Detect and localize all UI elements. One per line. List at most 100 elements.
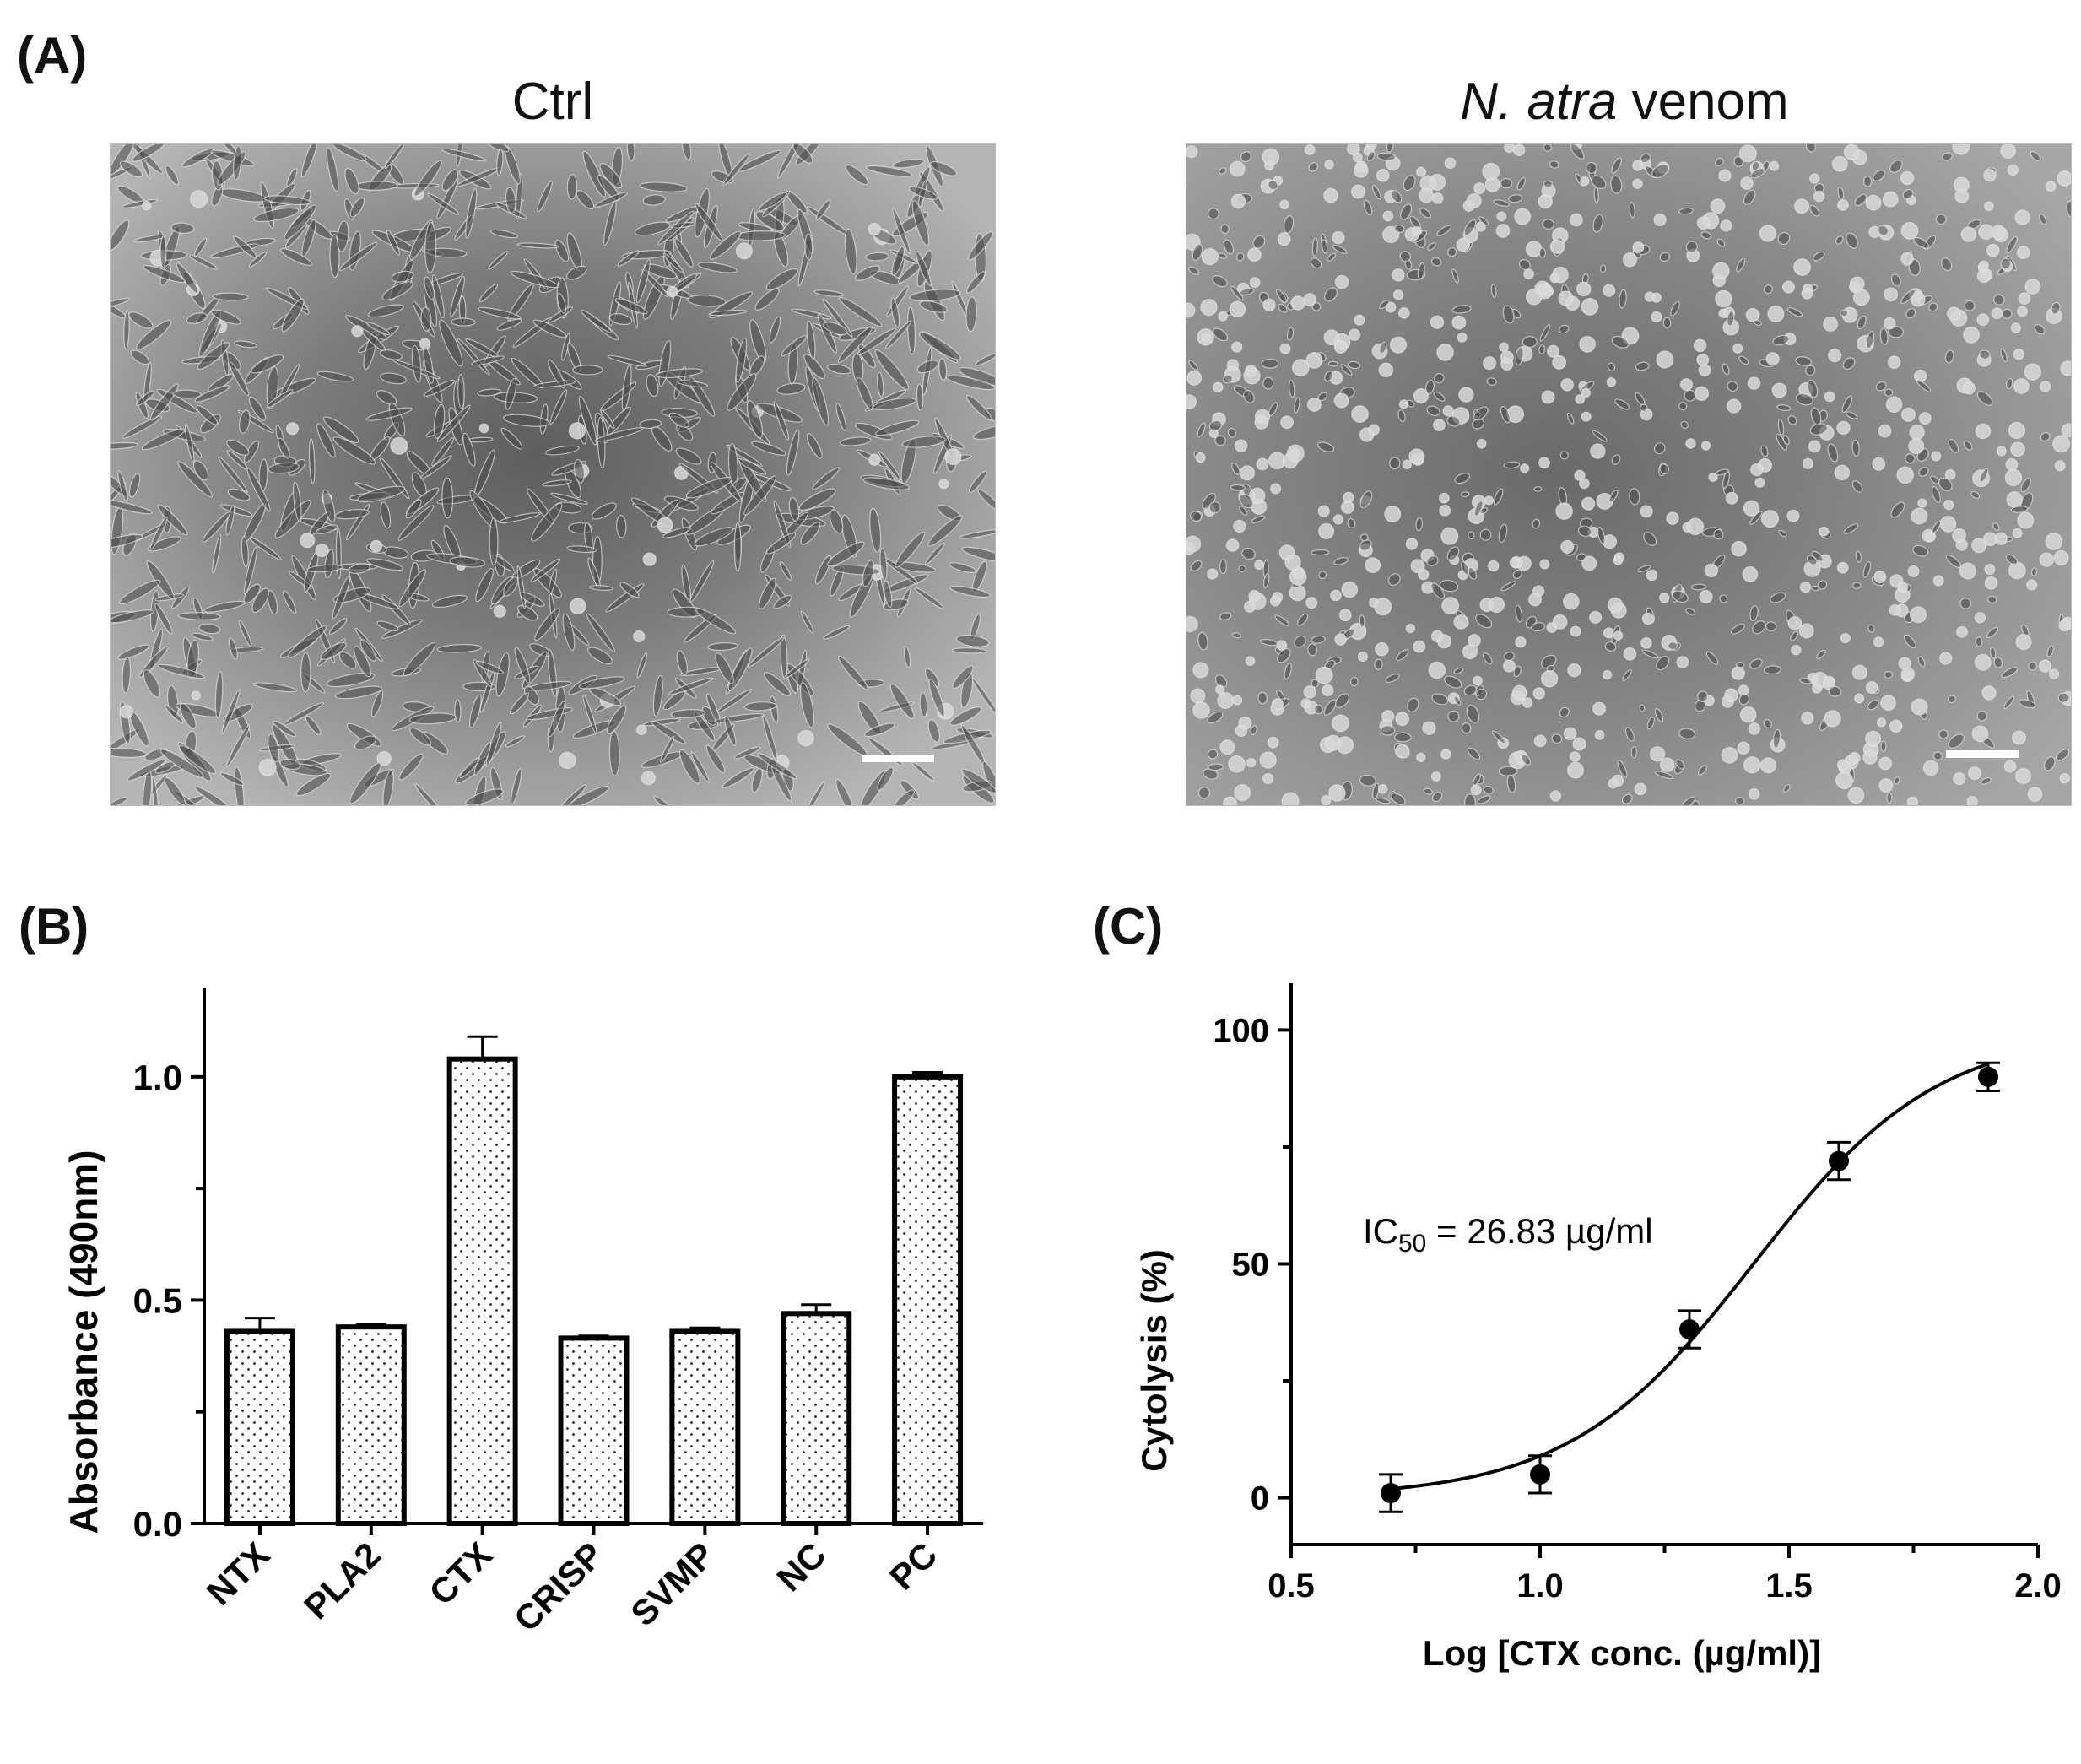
- cell-shape: [1262, 359, 1278, 368]
- cell-shape: [805, 234, 813, 260]
- ctrl-cells-image: [111, 144, 995, 805]
- absorbance-bar-chart: 0.00.51.0NTXPLA2CTXCRISPSVMPNCPC Absorba…: [51, 971, 1046, 1764]
- cell-shape: [1603, 284, 1615, 297]
- cell-shape: [1365, 558, 1381, 573]
- dose-response-x-tick-label: 1.5: [1765, 1567, 1813, 1604]
- bar-pc: [895, 1077, 960, 1523]
- bar-ntx: [227, 1331, 293, 1523]
- ic50-annotation: IC50 = 26.83 µg/ml: [1363, 1211, 1653, 1258]
- dose-response-x-tick-label: 1.0: [1516, 1567, 1564, 1604]
- cell-shape: [1534, 486, 1542, 491]
- cell-shape: [1570, 214, 1583, 227]
- cell-shape: [451, 318, 475, 327]
- bar-chart-category-label: PC: [882, 1534, 945, 1598]
- data-point: [1530, 1464, 1550, 1485]
- bar-chart-category-label: CRISP: [506, 1534, 611, 1639]
- bar-chart-category-label: SVMP: [623, 1534, 722, 1633]
- cell-shape: [1884, 671, 1893, 679]
- cell-shape: [1473, 676, 1483, 685]
- cell-shape: [1359, 615, 1365, 628]
- cell-shape: [1933, 751, 1943, 760]
- cell-shape: [1943, 500, 1954, 510]
- bar-chart-category-label: PLA2: [296, 1534, 388, 1626]
- dose-response-y-tick-label: 0: [1251, 1480, 1269, 1518]
- cell-shape: [1772, 383, 1786, 398]
- cell-shape: [1306, 598, 1317, 609]
- cell-shape: [489, 518, 498, 565]
- cell-shape: [1884, 388, 1893, 396]
- sigmoid-fit-curve: [1391, 1064, 1988, 1490]
- cell-shape: [1953, 772, 1965, 785]
- cell-shape: [1442, 405, 1453, 416]
- dose-response-x-tick-label: 0.5: [1268, 1567, 1315, 1604]
- venom-micrograph: [1186, 143, 2072, 806]
- data-point: [1978, 1067, 1998, 1087]
- bar-chart-category-label: NC: [769, 1534, 833, 1599]
- cell-shape: [1987, 596, 1997, 603]
- cell-shape: [1500, 178, 1512, 188]
- cell-shape: [1764, 665, 1781, 674]
- cell-shape: [160, 236, 166, 268]
- cell-shape: [1691, 584, 1705, 590]
- cell-shape: [1765, 622, 1776, 631]
- cell-shape: [1542, 391, 1555, 404]
- data-point: [1679, 1319, 1700, 1339]
- panel-c-label: (C): [1093, 901, 1163, 952]
- cell-shape: [1328, 361, 1338, 366]
- cell-shape: [1311, 549, 1329, 555]
- cell-shape: [1208, 764, 1224, 771]
- cell-shape: [1322, 684, 1333, 696]
- bar-chart-y-tick-label: 0.5: [133, 1280, 182, 1320]
- cell-shape: [1881, 741, 1886, 751]
- bar-chart-category-label: CTX: [421, 1534, 500, 1613]
- cell-shape: [2012, 731, 2025, 744]
- cell-shape: [1697, 217, 1710, 230]
- cell-shape: [1465, 794, 1475, 805]
- cell-shape: [1543, 144, 1552, 152]
- cell-shape: [301, 652, 311, 691]
- cell-shape: [1395, 712, 1409, 726]
- cell-shape: [1324, 160, 1334, 170]
- ic50-value: = 26.83 µg/ml: [1426, 1211, 1652, 1251]
- cell-shape: [1452, 316, 1466, 329]
- cell-shape: [1305, 145, 1315, 155]
- cell-shape: [734, 523, 741, 571]
- cell-shape: [1600, 265, 1605, 273]
- cell-shape: [1887, 793, 1892, 803]
- ctrl-title-text: Ctrl: [512, 73, 593, 131]
- cell-shape: [1473, 182, 1485, 194]
- cell-shape: [1884, 317, 1895, 329]
- cell-shape: [441, 478, 453, 518]
- cell-shape: [573, 365, 603, 375]
- cell-shape: [1395, 733, 1412, 742]
- cell-shape: [1976, 637, 1982, 647]
- cell-shape: [1541, 670, 1558, 687]
- cell-shape: [1197, 328, 1214, 345]
- data-point: [1829, 1151, 1849, 1171]
- cell-shape: [1631, 747, 1636, 758]
- cell-shape: [1349, 329, 1359, 340]
- cell-shape: [1244, 601, 1255, 612]
- cell-shape: [1360, 534, 1368, 541]
- cell-shape: [1375, 659, 1383, 670]
- cell-shape: [938, 479, 949, 490]
- ic50-prefix: IC: [1363, 1211, 1398, 1251]
- panel-a-label: (A): [17, 30, 87, 81]
- cell-shape: [1381, 725, 1394, 735]
- cell-shape: [1219, 739, 1235, 755]
- cell-shape: [336, 528, 342, 578]
- cell-shape: [1852, 582, 1860, 589]
- cell-shape: [1311, 679, 1319, 688]
- cell-shape: [1543, 181, 1552, 187]
- cell-shape: [1409, 449, 1424, 464]
- venom-cells-image: [1186, 144, 2071, 805]
- cell-shape: [1510, 558, 1520, 568]
- venom-image-title: N. atra venom: [1181, 76, 2067, 128]
- venom-title-word: venom: [1617, 73, 1788, 131]
- cell-shape: [1396, 744, 1410, 759]
- cell-shape: [1864, 176, 1872, 187]
- bar-chart-y-axis-label: Absorbance (490nm): [62, 1150, 105, 1534]
- cell-shape: [1499, 343, 1509, 353]
- cell-shape: [1849, 752, 1861, 764]
- cell-shape: [1304, 293, 1316, 306]
